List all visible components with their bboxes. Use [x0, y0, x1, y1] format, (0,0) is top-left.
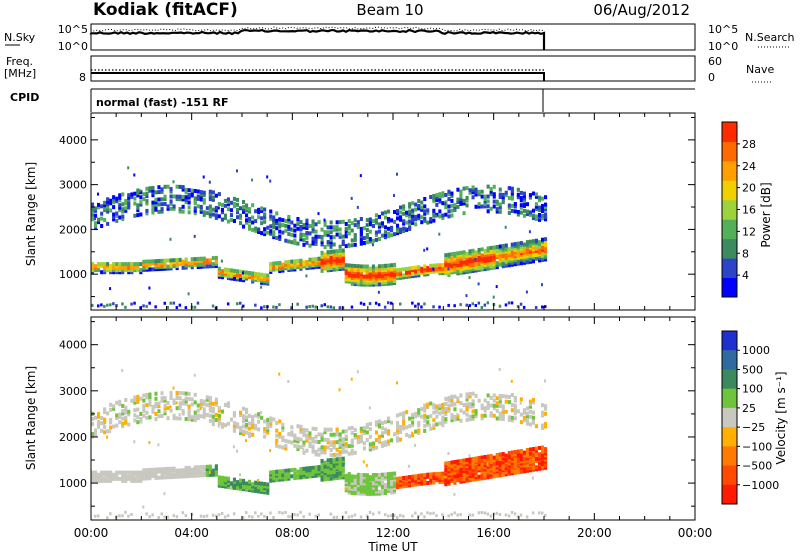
colorbar-tick-label: −100 — [742, 440, 772, 453]
colorbar-swatch — [722, 199, 737, 220]
power-colorbar: 4 8 12 16 20 24 28 — [721, 121, 756, 298]
colorbar-tick-label: 28 — [742, 138, 756, 151]
power-colorbar-label: Power [dB] — [759, 182, 773, 247]
velocity-ylabel: Slant Range [km] — [24, 366, 38, 470]
noise-tick-top-left: 10^5 — [58, 23, 88, 36]
noise-tick-top-right: 10^5 — [708, 23, 738, 36]
colorbar-swatch — [722, 122, 737, 142]
noise-tick-bottom-right: 10^0 — [708, 40, 738, 53]
power-panel: 1000 2000 3000 4000 Slant Range [km] 4 8 12 16… — [24, 112, 773, 311]
colorbar-tick-label: 8 — [742, 247, 749, 260]
freq-trace — [91, 72, 545, 81]
y-tick-label: 4000 — [59, 339, 87, 352]
colorbar-swatch — [722, 258, 737, 279]
y-tick-label: 2000 — [59, 431, 87, 444]
nsky-trace — [89, 28, 546, 50]
freq-unit: [MHz] — [4, 67, 36, 80]
colorbar-tick-label: −25 — [742, 421, 765, 434]
colorbar-swatch — [722, 219, 737, 240]
x-axis-label: Time UT — [367, 540, 418, 554]
colorbar-swatch — [722, 141, 737, 162]
colorbar-swatch — [722, 388, 737, 409]
colorbar-swatch — [722, 484, 737, 505]
nave-tick-top: 60 — [708, 55, 722, 68]
power-ylabel: Slant Range [km] — [24, 162, 38, 266]
y-tick-label: 3000 — [59, 385, 87, 398]
colorbar-tick-label: 12 — [742, 225, 756, 238]
colorbar-tick-label: 100 — [742, 383, 763, 396]
cpid-label: CPID — [10, 91, 39, 104]
nave-tick-bottom: 0 — [708, 71, 715, 84]
x-tick-label: 00:00 — [678, 526, 713, 540]
freq-tick: 8 — [79, 71, 86, 84]
colorbar-swatch — [722, 427, 737, 447]
y-tick-label: 4000 — [59, 134, 87, 147]
freq-nave-panel: Freq. [MHz] 8 60 0 Nave — [4, 55, 774, 84]
x-tick-label: 16:00 — [476, 526, 511, 540]
y-tick-label: 2000 — [59, 223, 87, 236]
nave-label: Nave — [746, 63, 774, 76]
colorbar-swatch — [722, 238, 737, 259]
colorbar-swatch — [722, 446, 737, 467]
nsky-label: N.Sky — [4, 31, 36, 44]
colorbar-swatch — [722, 407, 737, 428]
colorbar-swatch — [722, 350, 737, 370]
date-title: 06/Aug/2012 — [593, 1, 690, 19]
velocity-panel: 1000 2000 3000 4000 Slant Range [km] 1000 50… — [24, 316, 788, 521]
x-tick-label: 12:00 — [376, 526, 411, 540]
beam-title: Beam 10 — [356, 1, 423, 19]
x-tick-label: 04:00 — [174, 526, 209, 540]
colorbar-swatch — [722, 160, 737, 181]
colorbar-tick-label: 4 — [742, 269, 749, 282]
colorbar-tick-label: −1000 — [742, 479, 779, 492]
colorbar-tick-label: 16 — [742, 204, 756, 217]
velocity-axes: 1000 2000 3000 4000 — [59, 317, 696, 520]
velocity-heatmap-cells — [91, 367, 548, 520]
cpid-text: normal (fast) -151 RF — [96, 96, 229, 109]
noise-tick-bottom-left: 10^0 — [58, 40, 88, 53]
colorbar-swatch — [722, 369, 737, 390]
colorbar-swatch — [722, 465, 737, 486]
colorbar-tick-label: 20 — [742, 182, 756, 195]
y-tick-label: 1000 — [59, 268, 87, 281]
y-tick-label: 1000 — [59, 477, 87, 490]
x-axis-tick-labels: 00:00 04:00 08:00 12:00 16:00 20:00 00:00 — [74, 526, 713, 540]
power-axes: 1000 2000 3000 4000 — [59, 113, 696, 310]
radar-title: Kodiak (fitACF) — [93, 0, 238, 20]
nsearch-label: N.Search — [745, 31, 795, 44]
colorbar-swatch — [722, 277, 737, 298]
colorbar-tick-label: 25 — [742, 402, 756, 415]
x-tick-label: 08:00 — [275, 526, 310, 540]
noise-panel: N.Sky 10^5 10^0 10^5 10^0 N.Search — [4, 23, 795, 53]
x-tick-label: 00:00 — [74, 526, 109, 540]
y-tick-label: 3000 — [59, 179, 87, 192]
colorbar-swatch — [722, 331, 737, 351]
power-heatmap-cells — [91, 166, 548, 310]
velocity-colorbar-label: Velocity [m s⁻¹] — [774, 371, 788, 464]
colorbar-tick-label: 500 — [742, 363, 763, 376]
colorbar-tick-label: 1000 — [742, 344, 770, 357]
velocity-colorbar: 1000 500 100 25 −25 −100 −500 −1000 — [721, 330, 779, 505]
colorbar-swatch — [722, 180, 737, 201]
nsearch-trace — [90, 26, 545, 32]
x-tick-label: 20:00 — [577, 526, 612, 540]
colorbar-tick-label: −500 — [742, 460, 772, 473]
colorbar-tick-label: 24 — [742, 160, 756, 173]
freq-label: Freq. — [6, 55, 33, 68]
